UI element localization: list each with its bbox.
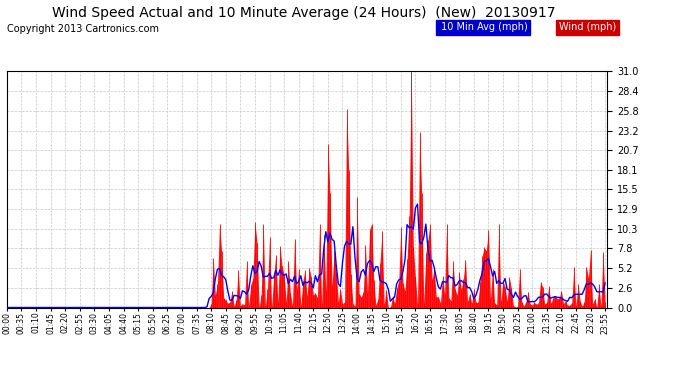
Text: Wind Speed Actual and 10 Minute Average (24 Hours)  (New)  20130917: Wind Speed Actual and 10 Minute Average … bbox=[52, 6, 555, 20]
Text: Wind (mph): Wind (mph) bbox=[559, 22, 616, 33]
Text: 10 Min Avg (mph): 10 Min Avg (mph) bbox=[438, 22, 528, 33]
Text: Copyright 2013 Cartronics.com: Copyright 2013 Cartronics.com bbox=[7, 24, 159, 34]
